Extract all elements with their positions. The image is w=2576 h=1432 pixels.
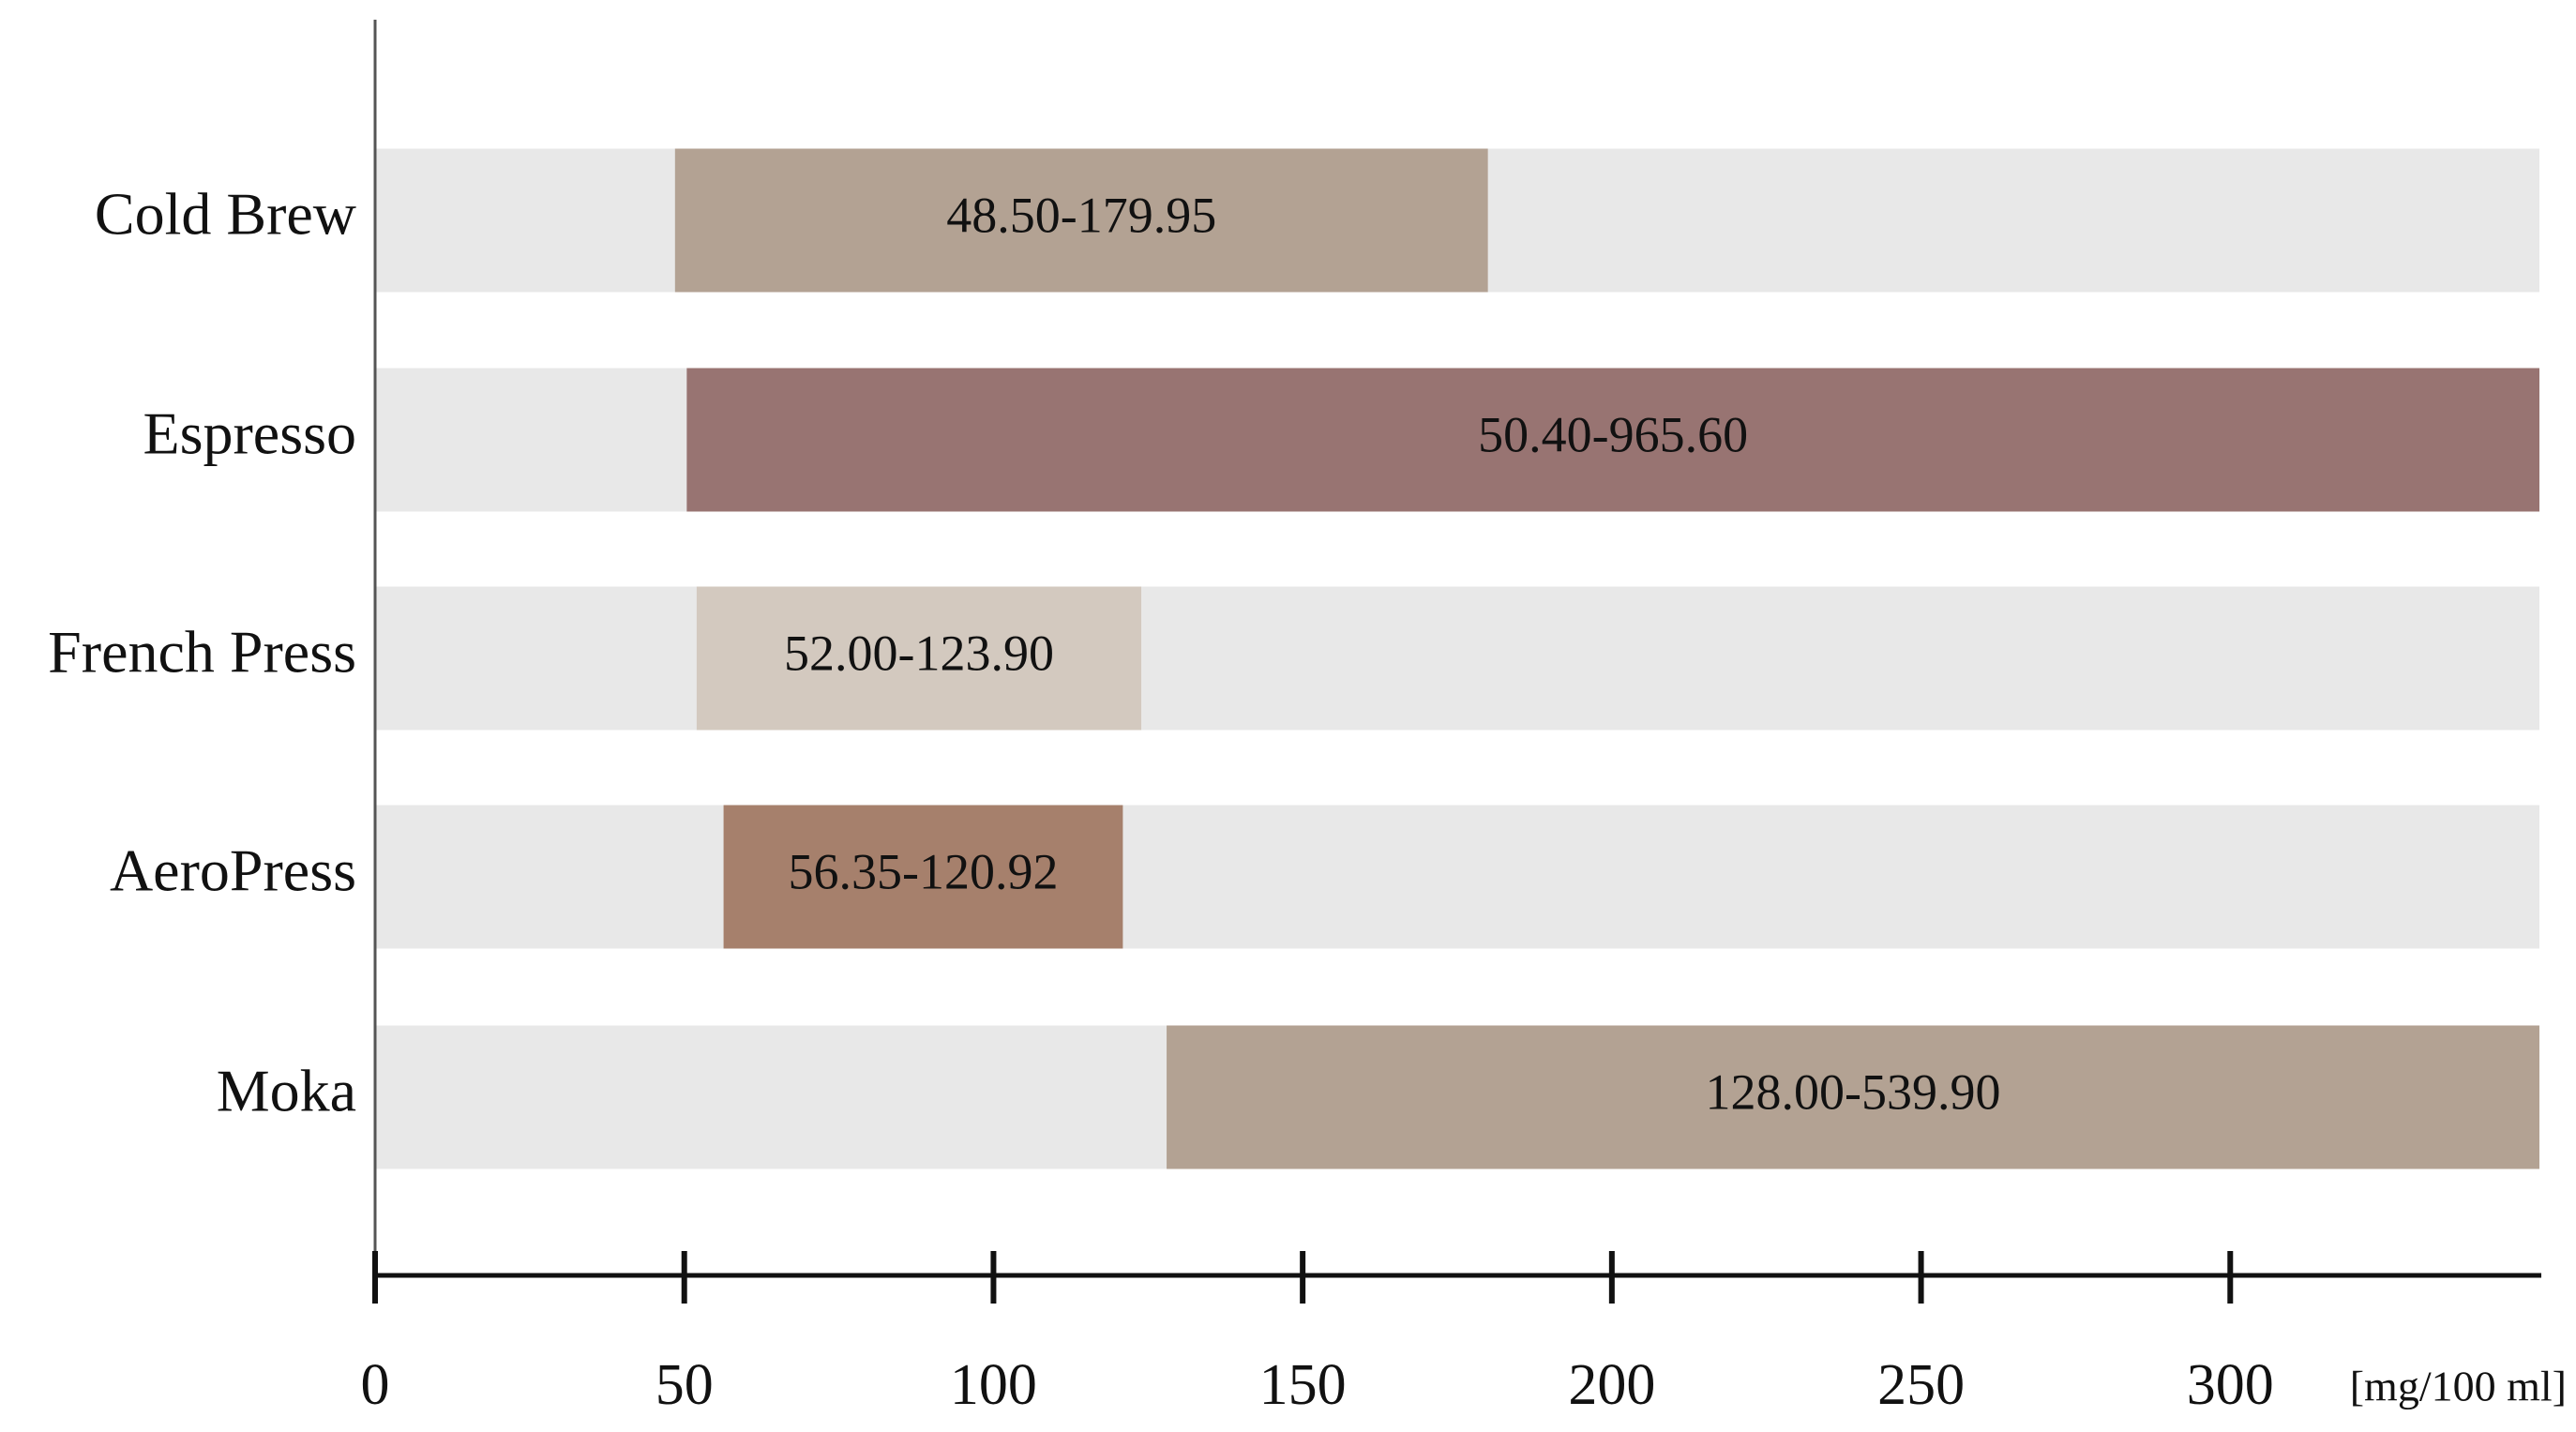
category-label: AeroPress bbox=[110, 837, 356, 904]
x-tick-label: 50 bbox=[655, 1353, 714, 1417]
x-tick-label: 150 bbox=[1259, 1353, 1347, 1417]
value-label: 56.35-120.92 bbox=[788, 843, 1058, 899]
value-label: 50.40-965.60 bbox=[1478, 406, 1748, 462]
category-label: Cold Brew bbox=[95, 181, 356, 248]
category-label: Moka bbox=[217, 1058, 356, 1124]
bar bbox=[723, 805, 1123, 949]
x-tick-label: 0 bbox=[361, 1353, 390, 1417]
bar bbox=[696, 586, 1142, 731]
category-label: Espresso bbox=[143, 400, 356, 467]
x-tick-label: 250 bbox=[1877, 1353, 1965, 1417]
x-axis-label: [mg/100 ml] bbox=[2350, 1363, 2567, 1410]
bar bbox=[686, 368, 2539, 512]
value-label: 52.00-123.90 bbox=[784, 625, 1054, 681]
value-label: 48.50-179.95 bbox=[946, 187, 1216, 243]
bar bbox=[674, 148, 1488, 293]
x-tick-label: 200 bbox=[1568, 1353, 1655, 1417]
category-label: French Press bbox=[48, 619, 356, 686]
track bbox=[375, 805, 2539, 949]
bar bbox=[1167, 1025, 2539, 1169]
value-label: 128.00-539.90 bbox=[1706, 1063, 2001, 1120]
plot-area bbox=[375, 148, 2539, 1169]
x-tick-label: 300 bbox=[2187, 1353, 2274, 1417]
x-tick-label: 100 bbox=[950, 1353, 1037, 1417]
